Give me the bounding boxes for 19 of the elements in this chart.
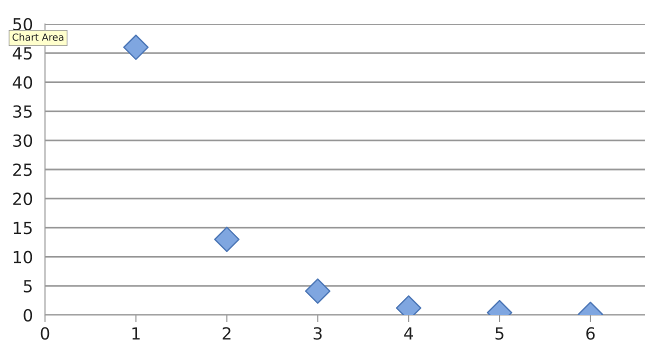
x-tick-label: 1 [132, 327, 140, 340]
x-tick-label: 0 [40, 327, 50, 340]
y-tick-label: 5 [24, 280, 32, 292]
x-tick-label: 4 [404, 327, 414, 340]
x-tick-label: 5 [496, 327, 504, 340]
y-tick-label: 30 [13, 134, 32, 147]
y-tick-label: 50 [13, 18, 32, 31]
y-tick-label: 40 [12, 76, 32, 89]
x-tick-label: 2 [222, 327, 230, 340]
y-tick-label: 35 [13, 105, 32, 118]
x-tick-label: 3 [314, 327, 322, 340]
y-tick-label: 10 [14, 250, 32, 264]
x-tick-label: 6 [586, 327, 595, 340]
y-tick-label: 0 [24, 308, 32, 322]
y-tick-label: 15 [14, 222, 32, 234]
y-tick-label: 20 [13, 192, 32, 206]
y-tick-label: 45 [12, 47, 32, 60]
annotation: Chart Area [12, 33, 64, 41]
y-tick-label: 25 [13, 163, 32, 176]
